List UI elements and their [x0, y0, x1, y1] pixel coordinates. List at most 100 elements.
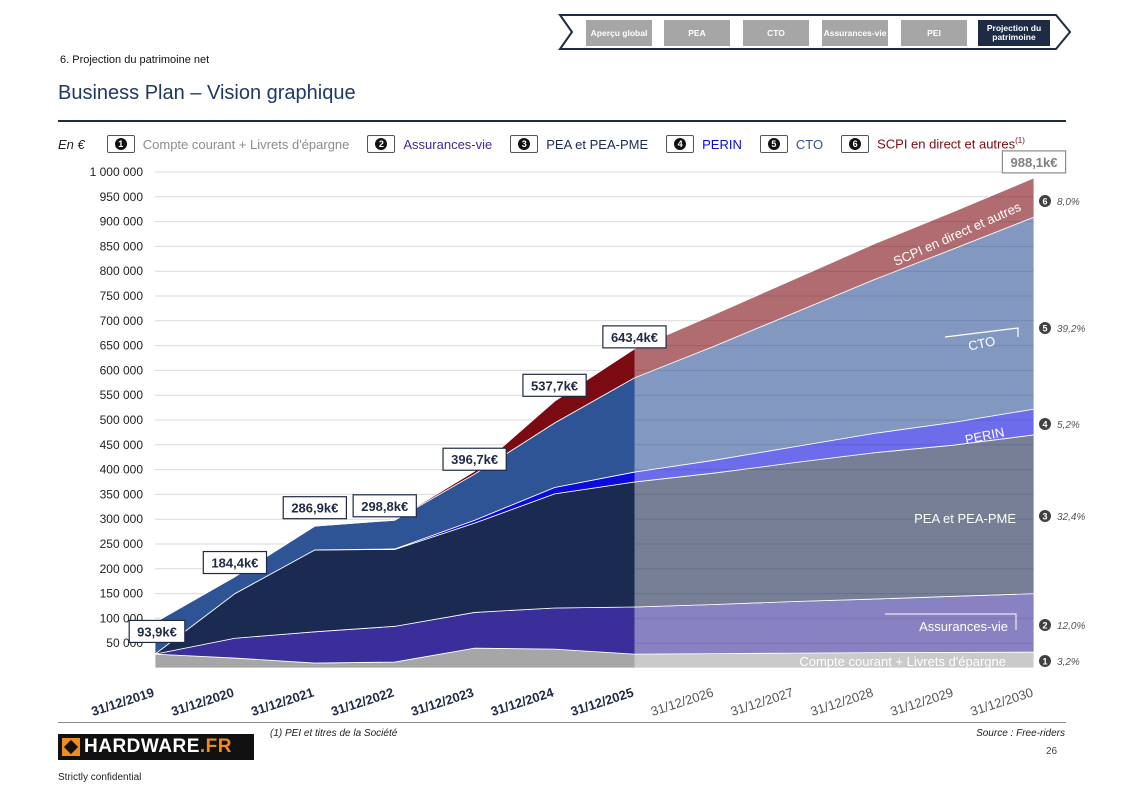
- y-tick-label: 600 000: [100, 363, 144, 377]
- logo-mark-icon: [62, 738, 80, 756]
- legend-label-comptes: Compte courant + Livrets d'épargne: [142, 136, 350, 152]
- y-tick-label: 300 000: [100, 512, 144, 526]
- svg-text:286,9k€: 286,9k€: [291, 501, 338, 516]
- area-scpi-en-direct-et-autres-history: [154, 348, 635, 624]
- x-tick-label: 31/12/2025: [569, 685, 636, 719]
- y-tick-label: 1 000 000: [90, 165, 144, 179]
- legend-label-cto: CTO: [795, 136, 824, 152]
- assurances-bracket: [885, 613, 1017, 630]
- footer-divider: [58, 722, 1066, 723]
- legend-item-pea: 3 PEA et PEA-PME: [510, 135, 648, 153]
- share-value: 3,2%: [1057, 657, 1080, 668]
- x-tick-label: 31/12/2020: [169, 685, 236, 719]
- projection-label-pea: PEA et PEA-PME: [914, 511, 1016, 526]
- svg-text:184,4k€: 184,4k€: [211, 556, 258, 571]
- share-badge-num: 3: [1042, 512, 1047, 522]
- legend-label-scpi: SCPI en direct et autres(1): [877, 136, 1025, 152]
- nav-tab-pea[interactable]: PEA: [664, 20, 730, 46]
- share-badge: [1039, 322, 1051, 334]
- area-pea-et-pea-pme-projection: [634, 434, 1035, 608]
- x-tick-label: 31/12/2022: [329, 685, 396, 719]
- nav-tab-cto[interactable]: CTO: [743, 20, 809, 46]
- y-tick-label: 800 000: [100, 264, 144, 278]
- area-perin-projection: [634, 408, 1035, 483]
- x-tick-label: 31/12/2024: [489, 684, 556, 719]
- y-tick-label: 400 000: [100, 463, 144, 477]
- y-tick-label: 350 000: [100, 487, 144, 501]
- y-tick-label: 950 000: [100, 190, 144, 204]
- share-value: 32,4%: [1057, 512, 1085, 523]
- y-tick-label: 850 000: [100, 239, 144, 253]
- legend-label-assurances-vie: Assurances-vie: [403, 136, 493, 152]
- x-tick-label: 31/12/2026: [649, 685, 716, 719]
- area-assurances-vie-projection: [634, 593, 1035, 655]
- legend-label-perin: PERIN: [702, 136, 742, 152]
- legend-badge-5: 5: [759, 135, 788, 153]
- section-nav: Aperçu global PEA CTO Assurances-vie PEI…: [556, 12, 1074, 52]
- y-tick-label: 650 000: [100, 339, 144, 353]
- svg-text:298,8k€: 298,8k€: [361, 499, 408, 514]
- x-tick-label: 31/12/2029: [888, 685, 955, 719]
- share-badge: [1039, 195, 1051, 207]
- y-tick-label: 450 000: [100, 438, 144, 452]
- y-tick-label: 900 000: [100, 215, 144, 229]
- share-badge-num: 6: [1042, 197, 1047, 207]
- nav-tab-pei[interactable]: PEI: [901, 20, 967, 46]
- source-note: Source : Free-riders: [976, 728, 1065, 739]
- page-title: Business Plan – Vision graphique: [58, 82, 356, 104]
- legend-badge-2: 2: [367, 135, 396, 153]
- projection-label-assurances-vie: Assurances-vie: [919, 619, 1008, 634]
- area-compte-courant-livrets-d-epargne-projection: [634, 651, 1035, 669]
- share-value: 8,0%: [1057, 197, 1080, 208]
- x-tick-label: 31/12/2021: [249, 685, 316, 719]
- nav-tab-projection[interactable]: Projection du patrimoine: [978, 20, 1050, 46]
- share-badge: [1039, 655, 1051, 667]
- y-tick-label: 500 000: [100, 413, 144, 427]
- share-badge: [1039, 619, 1051, 631]
- hardware-fr-logo: HARDWARE.FR: [58, 734, 254, 760]
- chart-legend: En € 1 Compte courant + Livrets d'épargn…: [58, 134, 1043, 154]
- total-label: 396,7k€: [442, 447, 507, 471]
- svg-text:988,1k€: 988,1k€: [1011, 155, 1058, 170]
- legend-item-scpi: 6 SCPI en direct et autres(1): [841, 135, 1025, 153]
- area-scpi-en-direct-et-autres-projection: [634, 177, 1035, 379]
- share-badge-num: 4: [1042, 420, 1047, 430]
- share-value: 39,2%: [1057, 324, 1085, 335]
- svg-text:537,7k€: 537,7k€: [531, 378, 578, 393]
- share-badge-num: 1: [1042, 657, 1047, 667]
- total-label: 93,9k€: [128, 619, 186, 644]
- share-badge: [1039, 418, 1051, 430]
- total-label: 286,9k€: [282, 496, 348, 520]
- legend-item-assurances-vie: 2 Assurances-vie: [367, 135, 492, 153]
- share-value: 5,2%: [1057, 420, 1080, 431]
- y-tick-label: 200 000: [100, 562, 144, 576]
- y-tick-label: 550 000: [100, 388, 144, 402]
- confidentiality-note: Strictly confidential: [58, 772, 142, 783]
- projection-label-comptes: Compte courant + Livrets d'épargne: [799, 654, 1006, 669]
- total-label: 643,4k€: [602, 325, 667, 349]
- legend-item-comptes: 1 Compte courant + Livrets d'épargne: [106, 135, 350, 153]
- x-tick-label: 31/12/2019: [89, 685, 156, 719]
- x-tick-label: 31/12/2028: [809, 685, 876, 719]
- title-divider: [58, 120, 1066, 122]
- share-value: 12,0%: [1057, 621, 1085, 632]
- share-badge-num: 5: [1042, 324, 1047, 334]
- svg-text:396,7k€: 396,7k€: [451, 452, 498, 467]
- nav-tab-assurances-vie[interactable]: Assurances-vie: [822, 20, 888, 46]
- x-tick-label: 31/12/2027: [729, 685, 796, 719]
- y-tick-label: 150 000: [100, 587, 144, 601]
- page-number: 26: [1046, 746, 1058, 757]
- x-tick-label: 31/12/2030: [968, 685, 1035, 719]
- projection-label-cto: CTO: [967, 333, 997, 353]
- legend-item-perin: 4 PERIN: [666, 135, 742, 153]
- x-tick-label: 31/12/2023: [409, 685, 476, 719]
- legend-item-cto: 5 CTO: [759, 135, 824, 153]
- area-cto-projection: [634, 216, 1035, 473]
- section-label: 6. Projection du patrimoine net: [60, 54, 210, 66]
- legend-label-pea: PEA et PEA-PME: [546, 136, 649, 152]
- y-tick-label: 750 000: [100, 289, 144, 303]
- legend-badge-1: 1: [106, 135, 135, 153]
- unit-label: En €: [58, 136, 85, 152]
- total-label: 988,1k€: [1001, 150, 1067, 174]
- nav-tab-apercu-global[interactable]: Aperçu global: [586, 20, 652, 46]
